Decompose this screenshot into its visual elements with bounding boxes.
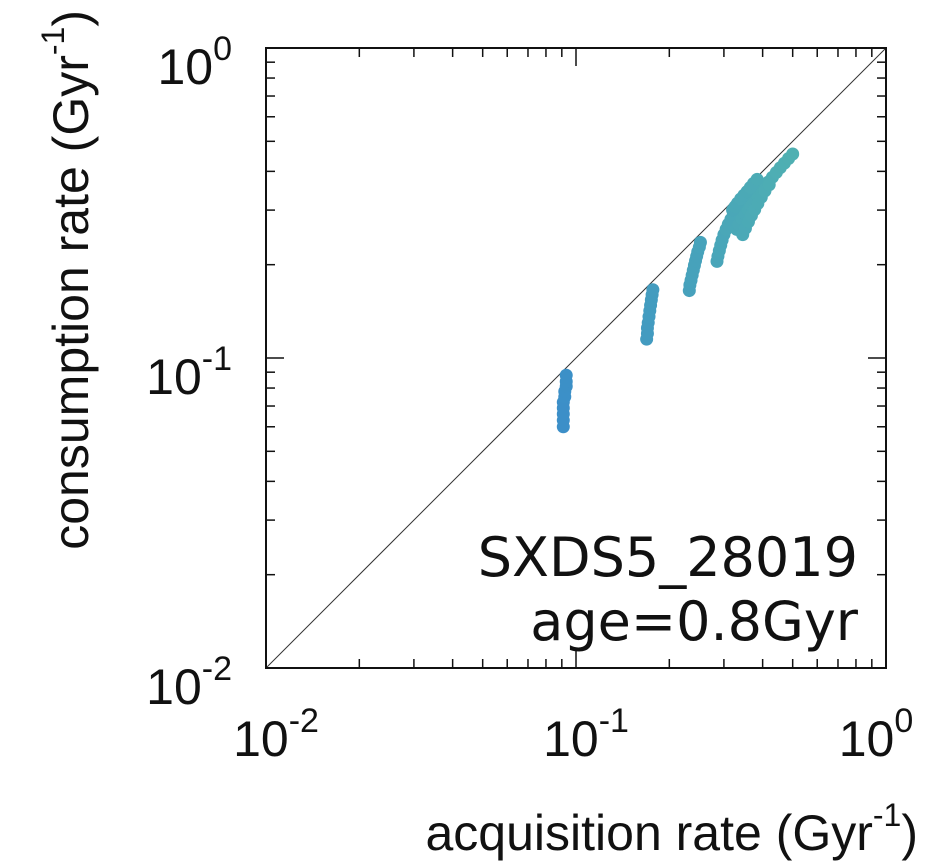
x-tick-label-base: 10 xyxy=(233,711,289,767)
y-tick-label: 10-1 xyxy=(146,340,232,405)
y-axis-label: consumption rate (Gyr-1) xyxy=(35,10,99,550)
data-point xyxy=(646,283,660,297)
x-tick-label: 100 xyxy=(839,702,914,767)
x-tick-label-exp: 0 xyxy=(894,702,913,740)
data-point xyxy=(750,172,764,186)
data-points xyxy=(556,147,800,434)
y-tick-label-exp: 0 xyxy=(213,30,232,68)
x-axis-label: acquisition rate (Gyr-1) xyxy=(426,797,919,861)
y-tick-label-base: 10 xyxy=(146,349,202,405)
x-tick-label-exp: -1 xyxy=(599,702,629,740)
data-point xyxy=(762,178,776,192)
x-tick-label: 10-2 xyxy=(233,702,319,767)
annotation-age: age=0.8Gyr xyxy=(530,590,859,653)
identity-reference-line xyxy=(265,47,887,669)
x-axis-label-end: ) xyxy=(901,805,918,861)
data-point xyxy=(786,147,800,161)
y-tick-label-exp: -2 xyxy=(202,650,232,688)
y-axis-label-end: ) xyxy=(43,10,99,27)
x-tick-label-base: 10 xyxy=(839,711,895,767)
y-tick-label: 10-2 xyxy=(146,650,232,715)
y-tick-label-base: 10 xyxy=(146,659,202,715)
y-tick-label-base: 10 xyxy=(157,39,213,95)
x-tick-label: 10-1 xyxy=(543,702,629,767)
y-tick-label-exp: -1 xyxy=(202,340,232,378)
data-point xyxy=(693,235,707,249)
data-point xyxy=(559,368,573,382)
x-tick-label-exp: -2 xyxy=(289,702,319,740)
x-axis-label-sup: -1 xyxy=(873,797,901,833)
y-tick-label: 100 xyxy=(157,30,232,95)
y-axis-label-main: consumption rate (Gyr xyxy=(43,55,99,550)
annotation-galaxy-id: SXDS5_28019 xyxy=(478,526,858,589)
x-tick-label-base: 10 xyxy=(543,711,599,767)
y-axis-label-sup: -1 xyxy=(35,27,71,55)
axis-ticks xyxy=(266,48,886,668)
plot-frame xyxy=(265,47,887,669)
x-axis-label-main: acquisition rate (Gyr xyxy=(426,805,873,861)
